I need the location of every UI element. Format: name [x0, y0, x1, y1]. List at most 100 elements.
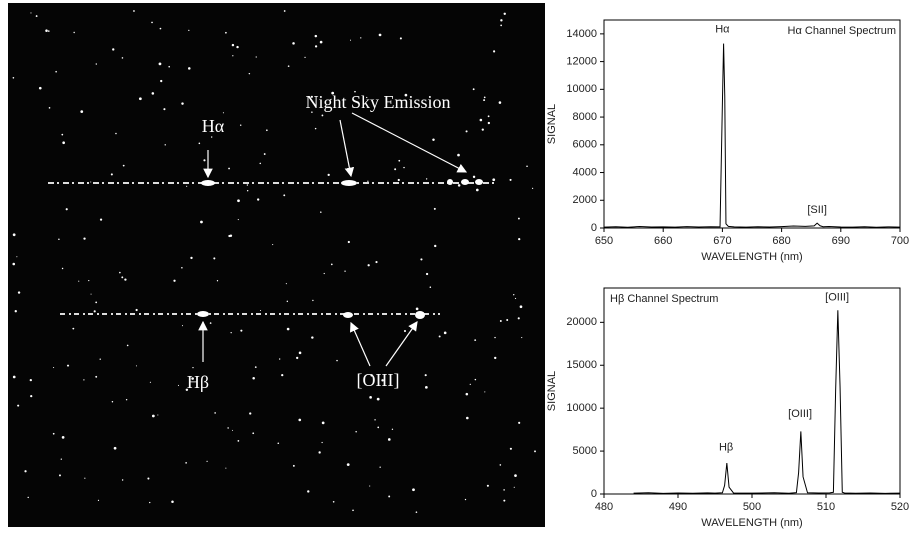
star — [122, 479, 123, 480]
star — [499, 101, 502, 104]
star — [237, 440, 239, 442]
star — [15, 310, 17, 312]
x-tick-label: 650 — [595, 235, 613, 247]
star — [186, 186, 187, 187]
star — [500, 320, 502, 322]
star — [283, 194, 285, 196]
star — [78, 281, 79, 282]
star — [420, 258, 422, 260]
peak-label: [OIII] — [825, 291, 849, 303]
peak-label: [SII] — [807, 204, 827, 216]
peak-label: [OIII] — [788, 408, 812, 420]
star — [252, 377, 255, 380]
star — [119, 272, 121, 274]
star — [98, 500, 99, 501]
star — [48, 30, 50, 32]
star — [152, 92, 155, 95]
star — [518, 238, 520, 240]
star — [375, 261, 377, 263]
star — [114, 447, 117, 450]
star — [493, 50, 495, 52]
x-axis-label: WAVELENGTH (nm) — [701, 517, 802, 529]
star — [293, 465, 295, 467]
sky-image — [8, 3, 545, 527]
star — [315, 128, 316, 129]
star — [159, 63, 162, 66]
star — [160, 28, 162, 30]
star — [133, 10, 135, 12]
y-tick-label: 2000 — [573, 194, 597, 206]
star — [416, 308, 419, 311]
image-label: Hβ — [187, 372, 209, 392]
star — [192, 367, 193, 368]
emission — [447, 179, 453, 185]
y-tick-label: 12000 — [566, 56, 597, 68]
star — [73, 32, 74, 33]
star — [126, 399, 127, 400]
star — [284, 10, 286, 12]
star — [315, 35, 317, 37]
star — [322, 422, 325, 425]
star — [59, 474, 61, 476]
x-tick-label: 670 — [713, 235, 731, 247]
plot-frame — [604, 288, 900, 494]
star — [404, 330, 406, 332]
star — [255, 366, 257, 368]
star — [13, 376, 16, 379]
y-tick-label: 4000 — [573, 166, 597, 178]
star — [211, 136, 212, 137]
star — [480, 119, 483, 122]
star — [473, 176, 475, 178]
y-axis-label: SIGNAL — [546, 104, 558, 144]
star — [374, 419, 375, 420]
star — [488, 115, 490, 117]
star — [500, 464, 502, 466]
y-tick-label: 14000 — [566, 28, 597, 40]
star — [83, 237, 85, 239]
star — [292, 42, 295, 45]
star — [240, 330, 242, 332]
star — [412, 488, 415, 491]
star — [416, 511, 418, 513]
star — [232, 430, 233, 431]
star — [426, 178, 427, 179]
star — [111, 173, 113, 175]
star — [367, 181, 368, 182]
star — [150, 382, 151, 383]
star — [260, 310, 261, 311]
x-tick-label: 500 — [743, 501, 761, 513]
star — [94, 310, 96, 312]
star — [509, 179, 511, 181]
star — [475, 379, 476, 380]
star — [506, 319, 508, 321]
star — [18, 291, 20, 293]
star — [494, 357, 496, 359]
star — [139, 97, 142, 100]
star — [247, 184, 248, 185]
star — [474, 339, 476, 341]
star — [55, 71, 57, 73]
star — [80, 110, 83, 113]
star — [225, 468, 226, 469]
star — [473, 88, 475, 90]
star — [483, 99, 485, 101]
star — [360, 37, 361, 38]
star — [252, 432, 254, 434]
star — [532, 188, 533, 189]
star — [30, 395, 32, 397]
star — [223, 112, 224, 113]
x-tick-label: 700 — [891, 235, 909, 247]
star — [426, 273, 428, 275]
star — [199, 143, 201, 145]
star — [388, 495, 390, 497]
star — [16, 256, 17, 257]
star — [124, 279, 126, 281]
emission — [415, 311, 425, 319]
star — [185, 462, 187, 464]
star — [171, 501, 174, 504]
star — [62, 268, 63, 269]
star — [534, 450, 536, 452]
star — [115, 133, 117, 135]
star — [321, 442, 322, 443]
star — [13, 77, 15, 79]
